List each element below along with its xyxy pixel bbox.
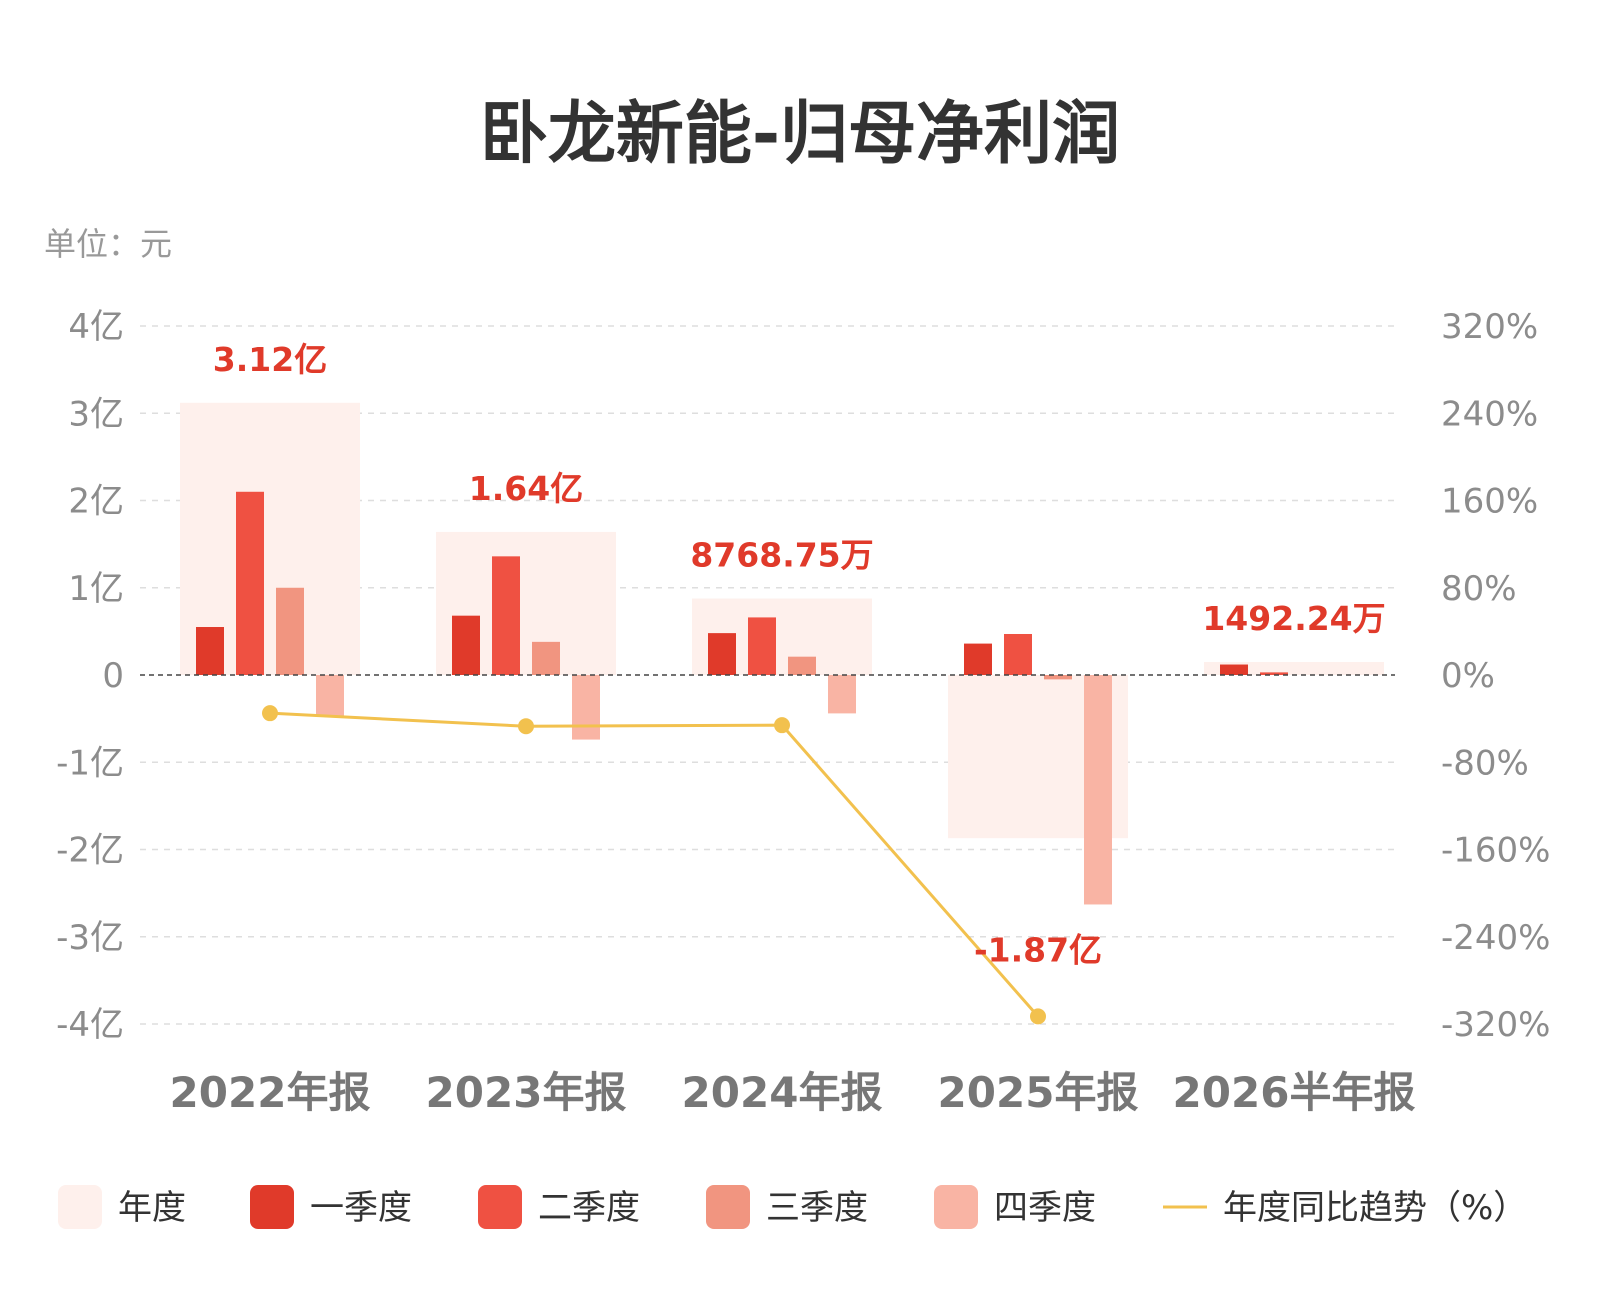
- quarter-bar: [1260, 672, 1288, 675]
- legend-label: 二季度: [538, 1188, 640, 1228]
- quarter-bar: [452, 615, 480, 675]
- y-tick-label-right: 80%: [1441, 569, 1517, 609]
- value-labels: 3.12亿 1.64亿 8768.75万 -1.87亿 1492.24万: [213, 340, 1386, 970]
- legend-label: 年度同比趋势（%）: [1223, 1188, 1527, 1228]
- annual-value-label: 1.64亿: [469, 469, 583, 508]
- annual-value-label: 3.12亿: [213, 340, 327, 379]
- chart-title: 卧龙新能-归母净利润: [480, 95, 1120, 174]
- y-tick-label-right: -80%: [1441, 743, 1529, 783]
- y-tick-label-left: 1亿: [68, 569, 124, 609]
- quarter-bar: [964, 643, 992, 675]
- legend-label: 三季度: [766, 1188, 868, 1228]
- x-category-label: 2024年报: [682, 1068, 883, 1117]
- quarter-bar: [1084, 675, 1112, 905]
- legend-swatch: [250, 1185, 294, 1229]
- annual-value-label: 1492.24万: [1202, 599, 1385, 638]
- quarter-bar: [492, 556, 520, 675]
- y-tick-label-right: 240%: [1441, 394, 1538, 434]
- trend-polyline: [269, 711, 1040, 1018]
- y-tick-label-right: -320%: [1441, 1005, 1550, 1045]
- x-category-label: 2025年报: [938, 1068, 1139, 1117]
- legend-swatch: [58, 1185, 102, 1229]
- quarter-bar: [748, 617, 776, 675]
- category-labels: 2022年报 2023年报 2024年报 2025年报 2026半年报: [170, 1068, 1416, 1117]
- annual-value-label: 8768.75万: [690, 535, 873, 574]
- y-tick-label-left: 3亿: [68, 394, 124, 434]
- axis-ticks: 4亿 320% 3亿 240% 2亿 160% 1亿 80% 0 0% -1亿 -80% -2亿 -160…: [56, 307, 1550, 1045]
- quarter-bar: [828, 675, 856, 714]
- trend-point: [518, 718, 534, 735]
- y-tick-label-left: 2亿: [68, 482, 124, 522]
- trend-point: [1030, 1008, 1046, 1025]
- quarter-bar: [1044, 675, 1072, 680]
- legend-swatch: [478, 1185, 522, 1229]
- y-tick-label-left: -3亿: [56, 918, 124, 958]
- quarter-bar: [708, 633, 736, 675]
- y-tick-label-right: 0%: [1441, 656, 1495, 696]
- quarter-bar: [532, 641, 560, 675]
- unit-label: 单位：元: [44, 225, 172, 263]
- legend-label: 四季度: [994, 1188, 1096, 1228]
- quarter-bars: [196, 491, 1288, 905]
- legend: 年度 一季度 二季度 三季度 四季度 年度同比趋势（%）: [58, 1185, 1527, 1229]
- quarter-bar: [1004, 633, 1032, 675]
- annual-bar: [1204, 661, 1384, 675]
- y-tick-label-left: -4亿: [56, 1005, 124, 1045]
- quarter-bar: [236, 491, 264, 675]
- trend-point: [262, 705, 278, 722]
- legend-swatch: [706, 1185, 750, 1229]
- legend-swatch: [934, 1185, 978, 1229]
- quarter-bar: [572, 675, 600, 740]
- x-category-label: 2026半年报: [1173, 1068, 1416, 1117]
- y-tick-label-left: -1亿: [56, 743, 124, 783]
- quarter-bar: [1220, 664, 1248, 675]
- y-tick-label-right: -240%: [1441, 918, 1550, 958]
- quarter-bar: [788, 656, 816, 675]
- x-category-label: 2023年报: [426, 1068, 627, 1117]
- x-category-label: 2022年报: [170, 1068, 371, 1117]
- y-tick-label-right: 320%: [1441, 307, 1538, 347]
- trend-line: [262, 705, 1046, 1025]
- quarter-bar: [276, 587, 304, 675]
- annual-bars: [180, 402, 1384, 839]
- y-tick-label-right: 160%: [1441, 482, 1538, 522]
- y-tick-label-left: 0: [102, 656, 124, 696]
- y-tick-label-right: -160%: [1441, 831, 1550, 871]
- legend-label: 年度: [118, 1188, 186, 1228]
- annual-value-label: -1.87亿: [974, 930, 1102, 969]
- quarter-bar: [316, 675, 344, 717]
- y-tick-label-left: -2亿: [56, 831, 124, 871]
- y-tick-label-left: 4亿: [68, 307, 124, 347]
- trend-point: [774, 717, 790, 734]
- quarter-bar: [196, 627, 224, 675]
- legend-label: 一季度: [310, 1188, 412, 1228]
